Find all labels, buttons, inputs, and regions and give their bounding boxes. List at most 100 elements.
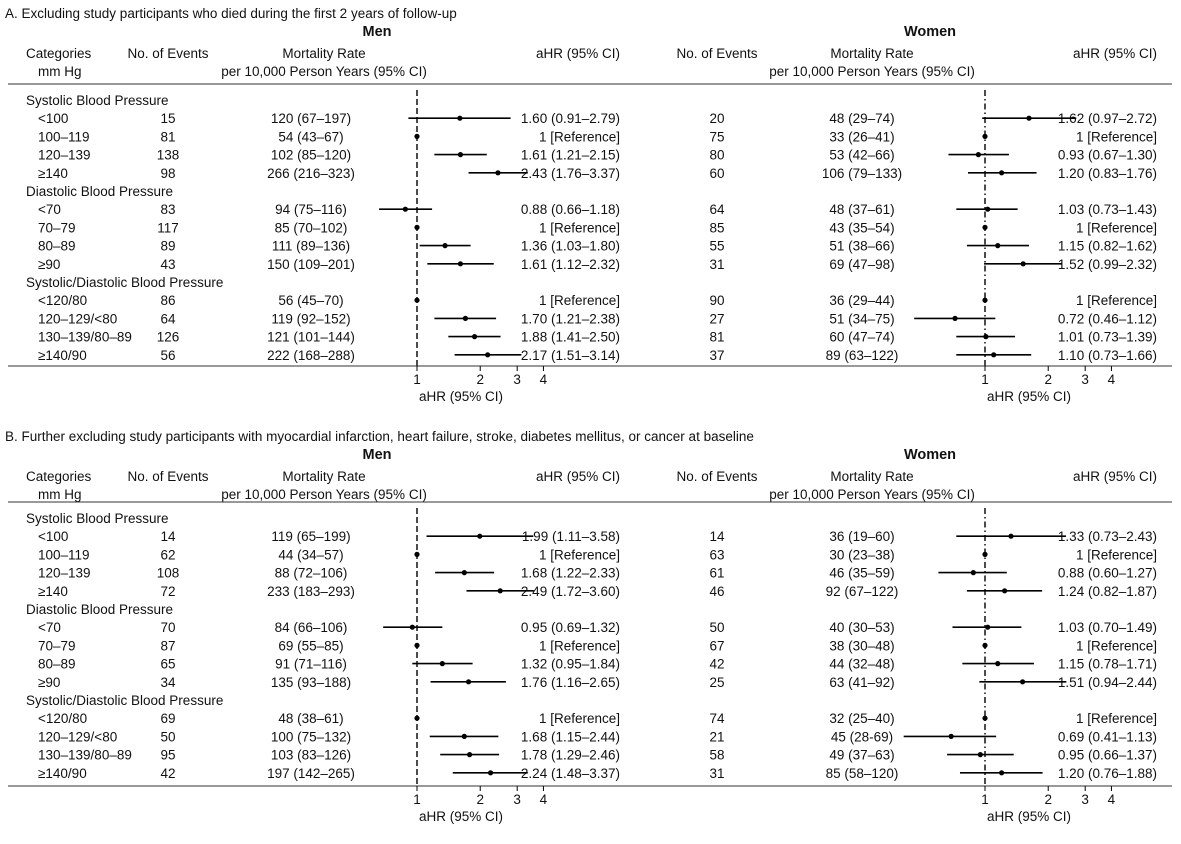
men-tick-label: 2 [476, 372, 484, 387]
row-category: 100–119 [38, 547, 90, 562]
women-rate: 51 (34–75) [829, 311, 894, 326]
women-events: 67 [709, 638, 724, 653]
women-hr-point [1019, 679, 1026, 685]
men-rate: 54 (43–67) [278, 129, 343, 144]
row-category: 70–79 [38, 220, 76, 235]
table-row: 120–139 138 102 (85–120) 1.61 (1.21–2.15) 80… [38, 148, 1157, 163]
women-hr-point [995, 661, 1001, 667]
men-events: 98 [160, 166, 175, 181]
men-events: 138 [157, 148, 180, 163]
header-men-events: No. of Events [127, 469, 208, 484]
men-ahr-text: 1 [Reference] [539, 638, 620, 653]
women-events: 46 [709, 584, 724, 599]
men-hr-point [497, 588, 503, 594]
men-tick-label: 4 [540, 792, 548, 807]
women-tick-label: 4 [1108, 792, 1116, 807]
row-category: ≥90 [38, 675, 60, 690]
women-rate: 69 (47–98) [829, 257, 894, 272]
women-events: 63 [709, 547, 724, 562]
women-events: 21 [709, 729, 724, 744]
women-axis-label: aHR (95% CI) [987, 809, 1071, 824]
table-row: <70 83 94 (75–116) 0.88 (0.66–1.18) 64 48 (37… [38, 202, 1157, 217]
header-men-ahr: aHR (95% CI) [536, 469, 620, 484]
women-events: 58 [709, 748, 724, 763]
row-category: <70 [38, 202, 61, 217]
men-events: 42 [160, 766, 175, 781]
men-rate: 44 (34–57) [278, 547, 343, 562]
women-events: 64 [709, 202, 725, 217]
men-hr-point [495, 170, 501, 176]
panel-title: B. Further excluding study participants … [5, 429, 754, 444]
men-ahr-text: 2.43 (1.76–3.37) [521, 166, 620, 181]
header-women-ahr: aHR (95% CI) [1073, 46, 1157, 61]
men-ahr-text: 1.78 (1.29–2.46) [521, 748, 620, 763]
men-tick-label: 2 [476, 792, 484, 807]
men-hr-point [457, 152, 464, 158]
women-ahr-text: 1 [Reference] [1076, 129, 1157, 144]
header-categories: Categories [26, 469, 92, 484]
men-events: 83 [160, 202, 175, 217]
women-rate: 46 (35–59) [829, 566, 894, 581]
women-ahr-text: 0.95 (0.66–1.37) [1058, 748, 1157, 763]
men-tick-label: 4 [540, 372, 548, 387]
table-row: 80–89 65 91 (71–116) 1.32 (0.95–1.84) 42 44 (… [38, 657, 1157, 672]
women-ahr-text: 1.33 (0.73–2.43) [1058, 529, 1157, 544]
men-ahr-text: 1.61 (1.12–2.32) [521, 257, 620, 272]
women-hr-point [977, 752, 983, 758]
table-row: 80–89 89 111 (89–136) 1.36 (1.03–1.80) 55 51 … [38, 239, 1157, 254]
row-category: 120–129/<80 [38, 729, 117, 744]
header-men-events: No. of Events [127, 46, 208, 61]
men-hr-point [477, 533, 483, 539]
women-rate: 43 (35–54) [829, 220, 894, 235]
men-events: 50 [160, 729, 175, 744]
men-events: 81 [160, 129, 175, 144]
women-hr-point [982, 297, 988, 303]
women-hr-point [970, 570, 976, 576]
women-ahr-text: 1 [Reference] [1076, 711, 1157, 726]
women-hr-point [985, 624, 991, 630]
table-row: ≥90 43 150 (109–201) 1.61 (1.12–2.32) 31 69 (… [38, 257, 1157, 272]
men-events: 72 [160, 584, 175, 599]
men-tick-label: 3 [513, 372, 521, 387]
women-events: 90 [709, 293, 724, 308]
women-ahr-text: 1 [Reference] [1076, 220, 1157, 235]
women-rate: 49 (37–63) [829, 748, 894, 763]
women-events: 37 [709, 348, 724, 363]
men-events: 70 [160, 620, 175, 635]
women-tick-label: 1 [981, 792, 989, 807]
row-category: <70 [38, 620, 61, 635]
table-row: ≥140/90 42 197 (142–265) 2.24 (1.48–3.37) 31… [38, 766, 1157, 781]
women-hr-point [982, 715, 988, 721]
row-category: 120–129/<80 [38, 311, 117, 326]
women-rate: 40 (30–53) [829, 620, 894, 635]
women-rate: 51 (38–66) [829, 239, 894, 254]
men-axis-label: aHR (95% CI) [419, 809, 503, 824]
women-events: 14 [709, 529, 725, 544]
women-events: 74 [709, 711, 725, 726]
men-rate: 222 (168–288) [267, 348, 355, 363]
table-row: 70–79 87 69 (55–85) 1 [Reference] 67 38 (30–4… [38, 638, 1157, 653]
women-ahr-text: 1.03 (0.70–1.49) [1058, 620, 1157, 635]
women-ahr-text: 1.52 (0.99–2.32) [1058, 257, 1157, 272]
table-row: 130–139/80–89 126 121 (101–144) 1.88 (1.41–… [38, 330, 1157, 345]
group-title: Systolic Blood Pressure [26, 511, 169, 526]
men-rate: 135 (93–188) [271, 675, 351, 690]
women-ahr-text: 1.03 (0.73–1.43) [1058, 202, 1157, 217]
group-title: Systolic/Diastolic Blood Pressure [26, 693, 223, 708]
men-rate: 103 (83–126) [271, 748, 351, 763]
men-ahr-text: 1.61 (1.21–2.15) [521, 148, 620, 163]
row-category: 130–139/80–89 [38, 330, 132, 345]
men-hr-point [409, 624, 415, 630]
women-rate: 44 (32–48) [829, 657, 894, 672]
women-rate: 106 (79–133) [822, 166, 902, 181]
men-ahr-text: 2.24 (1.48–3.37) [521, 766, 620, 781]
women-hr-point [975, 152, 981, 158]
men-events: 89 [160, 239, 175, 254]
men-rate: 119 (65–199) [271, 529, 350, 544]
men-ahr-text: 2.17 (1.51–3.14) [521, 348, 620, 363]
header-women-rate: Mortality Rate [830, 469, 913, 484]
men-rate: 88 (72–106) [275, 566, 348, 581]
men-rate: 111 (89–136) [272, 239, 350, 254]
women-rate: 36 (29–44) [829, 293, 894, 308]
men-rate: 100 (75–132) [271, 729, 351, 744]
